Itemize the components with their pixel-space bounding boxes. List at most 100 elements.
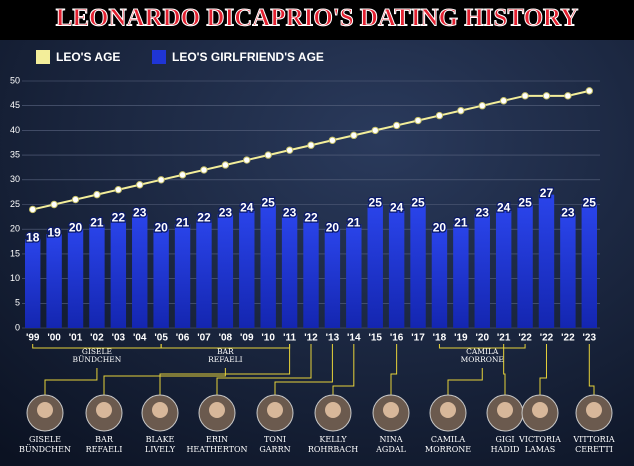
line-point [542, 92, 551, 100]
x-tick-label: '20 [476, 333, 490, 344]
y-tick-label: 20 [10, 224, 20, 234]
x-tick-label: '21 [497, 333, 511, 344]
girlfriend-name: BLAKE [146, 435, 175, 444]
girlfriend-name: HADID [491, 445, 520, 454]
photo-face [37, 402, 53, 418]
photo-face [586, 402, 602, 418]
line-point [157, 176, 165, 184]
x-tick-label: '19 [454, 333, 468, 344]
bar [495, 209, 512, 328]
group-label: MORRONE [461, 355, 504, 364]
girlfriend-name: MORRONE [425, 445, 471, 454]
girlfriend-name: ROHRBACH [308, 445, 358, 454]
value-label: 24 [390, 201, 404, 215]
girlfriend-name: GISELE [29, 435, 61, 444]
line-point [435, 111, 444, 120]
value-label: 21 [90, 215, 104, 229]
bracket [438, 344, 526, 349]
line-point [350, 131, 358, 140]
girlfriend-name: BÜNDCHEN [19, 445, 71, 454]
bar [388, 209, 405, 328]
value-label: 23 [476, 206, 490, 220]
legend-label: LEO'S AGE [56, 50, 120, 64]
value-label: 25 [262, 196, 276, 210]
girlfriend-name: VITTORIA [572, 435, 615, 444]
girlfriend-name: KELLY [319, 435, 347, 444]
line-point [114, 185, 123, 194]
bar [453, 224, 469, 328]
bar [324, 229, 341, 328]
girlfriend-name: VICTORIA [518, 435, 561, 444]
value-label: 21 [176, 215, 190, 229]
y-tick-label: 5 [15, 298, 20, 308]
girlfriend-name: LAMAS [525, 445, 556, 454]
line-point [136, 181, 144, 189]
value-label: 21 [347, 215, 361, 229]
connector [390, 344, 398, 395]
x-tick-label: '16 [390, 333, 404, 344]
line-point [50, 200, 58, 209]
bar [517, 204, 533, 328]
legend: LEO'S AGE LEO'S GIRLFRIEND'S AGE [36, 50, 324, 64]
chart-title: LEONARDO DICAPRIO'S DATING HISTORY [56, 5, 579, 32]
bar [431, 229, 448, 328]
girlfriend-name: CAMILA [431, 435, 466, 444]
line-point [285, 146, 294, 154]
x-tick-label: '23 [583, 333, 597, 344]
connector [539, 344, 547, 395]
photo-face [532, 402, 548, 418]
y-tick-label: 45 [10, 100, 20, 110]
value-label: 22 [197, 210, 211, 224]
group-label: CAMILA [466, 347, 499, 356]
group-label: BÜNDCHEN [73, 355, 122, 364]
bar [174, 224, 191, 328]
value-label: 23 [219, 206, 233, 220]
bar [46, 234, 62, 328]
x-tick-label: '08 [219, 333, 233, 344]
girlfriend-name: TONI [264, 435, 286, 444]
bar [474, 214, 490, 328]
girlfriend-name: GARRN [259, 445, 290, 454]
group-label: REFAELI [208, 355, 243, 364]
girlfriend-name: BAR [95, 435, 114, 444]
y-tick-label: 30 [10, 174, 20, 184]
line-point [478, 102, 486, 110]
x-tick-label: '13 [326, 333, 340, 344]
y-tick-label: 50 [10, 75, 20, 85]
value-label: 25 [583, 196, 597, 210]
line-point [499, 97, 508, 105]
x-tick-label: '22 [561, 333, 575, 344]
photo-face [440, 402, 456, 418]
line-point [221, 161, 230, 169]
line-point [93, 190, 101, 199]
x-tick-label: '06 [176, 333, 190, 344]
x-tick-label: '07 [197, 333, 211, 344]
line-point [178, 171, 187, 179]
line-point [392, 121, 401, 130]
value-label: 23 [133, 206, 147, 220]
value-label: 25 [518, 196, 532, 210]
y-tick-label: 10 [10, 273, 20, 283]
value-label: 18 [26, 230, 40, 244]
photo-face [383, 402, 399, 418]
photo-face [152, 402, 168, 418]
line-point [564, 92, 572, 100]
girlfriend-name: NINA [380, 435, 403, 444]
x-tick-label: '00 [47, 333, 61, 344]
x-tick-label: '04 [133, 333, 147, 344]
bar [410, 204, 426, 328]
value-label: 19 [47, 225, 61, 239]
line-point [328, 136, 337, 144]
bar [110, 219, 127, 328]
line-point [200, 166, 208, 174]
x-tick-label: '15 [368, 333, 382, 344]
value-label: 21 [454, 215, 468, 229]
y-tick-label: 40 [10, 125, 20, 135]
girlfriend-name: GIGI [495, 435, 514, 444]
value-label: 20 [154, 220, 168, 234]
x-tick-label: '18 [433, 333, 447, 344]
line-point [29, 205, 37, 214]
x-tick-label: '22 [540, 333, 554, 344]
x-tick-label: '10 [261, 333, 275, 344]
photo-face [497, 402, 513, 418]
